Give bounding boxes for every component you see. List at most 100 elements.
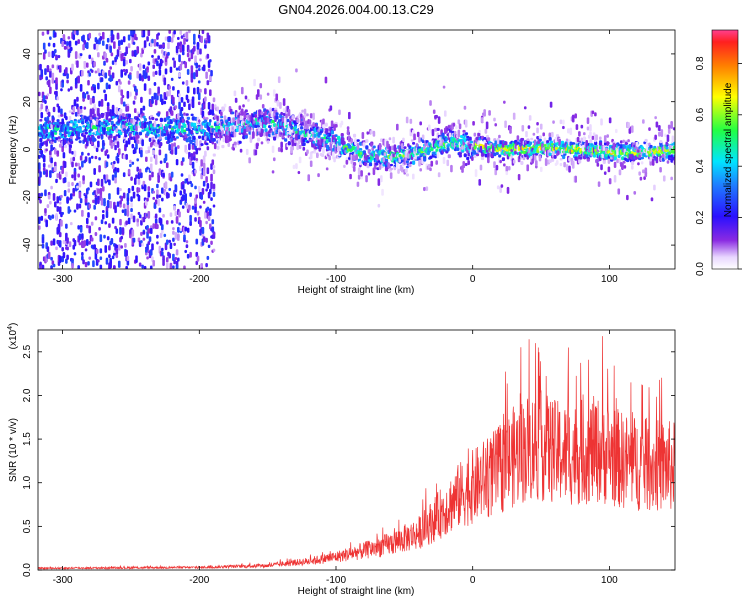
heatmap-cell xyxy=(109,260,112,269)
heatmap-cell xyxy=(623,145,627,149)
heatmap-cell xyxy=(98,227,101,231)
snr-y-tick-label: 1.5 xyxy=(22,432,33,446)
heatmap-cell xyxy=(115,248,119,256)
heatmap-cell xyxy=(491,146,495,154)
heatmap-cell xyxy=(319,130,323,134)
heatmap-cell xyxy=(186,227,190,233)
heatmap-cell xyxy=(158,149,162,156)
heatmap-cell xyxy=(505,165,509,173)
heatmap-cell xyxy=(90,69,94,73)
heatmap-cell xyxy=(63,189,67,197)
heatmap-cell xyxy=(170,77,174,81)
heatmap-cell xyxy=(87,152,90,156)
heatmap-cell xyxy=(195,157,199,162)
heatmap-cell xyxy=(73,239,77,247)
heatmap-cell xyxy=(210,197,213,201)
heatmap-cell xyxy=(162,255,165,261)
heatmap-cell xyxy=(114,140,118,144)
heatmap-cell xyxy=(163,233,167,238)
heatmap-cell xyxy=(101,145,105,150)
heatmap-cell xyxy=(158,168,162,176)
heatmap-cell xyxy=(55,55,58,60)
heatmap-cell xyxy=(83,240,87,247)
heatmap-cell xyxy=(190,183,194,188)
heatmap-cell xyxy=(164,36,168,41)
heatmap-cell xyxy=(38,91,41,97)
heatmap-cell xyxy=(196,86,200,95)
heatmap-cell xyxy=(397,168,400,174)
heatmap-cell xyxy=(200,143,204,146)
heatmap-cell xyxy=(181,194,185,201)
heatmap-cell xyxy=(111,255,115,260)
heatmap-cell xyxy=(357,167,361,176)
heatmap-cell xyxy=(88,72,92,77)
heatmap-cell xyxy=(89,108,93,115)
heatmap-cell xyxy=(193,33,196,42)
heatmap-cell xyxy=(152,149,156,155)
heatmap-cell xyxy=(318,144,322,152)
heatmap-cell xyxy=(165,239,169,245)
heatmap-cell xyxy=(84,131,88,135)
heatmap-cell xyxy=(307,174,311,182)
heatmap-cell xyxy=(185,244,189,249)
spectrogram-x-tick-label: 0 xyxy=(470,274,476,285)
heatmap-cell xyxy=(248,157,251,164)
heatmap-cell xyxy=(81,252,84,257)
heatmap-cell xyxy=(409,118,413,124)
heatmap-cell xyxy=(42,154,46,163)
heatmap-cell xyxy=(536,127,539,134)
heatmap-cell xyxy=(365,145,369,149)
heatmap-cell xyxy=(549,101,553,108)
heatmap-cell xyxy=(179,30,183,35)
heatmap-cell xyxy=(55,178,58,184)
heatmap-cell xyxy=(117,46,121,51)
heatmap-cell xyxy=(61,41,64,48)
heatmap-cell xyxy=(52,263,56,268)
heatmap-cell xyxy=(184,226,188,232)
heatmap-cell xyxy=(464,132,469,136)
heatmap-cell xyxy=(565,164,569,171)
heatmap-cell xyxy=(136,166,140,172)
heatmap-cell xyxy=(142,70,146,78)
heatmap-cell xyxy=(650,197,654,202)
heatmap-cell xyxy=(633,151,637,156)
heatmap-cell xyxy=(185,202,189,209)
heatmap-cell xyxy=(90,155,94,159)
heatmap-cell xyxy=(488,110,491,116)
heatmap-cell xyxy=(55,77,58,85)
heatmap-cell xyxy=(105,257,109,265)
heatmap-cell xyxy=(629,153,633,160)
heatmap-cell xyxy=(100,135,104,140)
heatmap-cell xyxy=(97,199,100,205)
heatmap-cell xyxy=(405,173,410,177)
heatmap-cell xyxy=(60,88,63,92)
heatmap-cell xyxy=(114,171,117,178)
heatmap-cell xyxy=(429,155,433,159)
heatmap-cell xyxy=(548,152,552,157)
heatmap-cell xyxy=(211,159,215,166)
heatmap-cell xyxy=(350,138,354,145)
heatmap-cell xyxy=(191,205,195,210)
heatmap-cell xyxy=(655,156,659,164)
heatmap-cell xyxy=(49,36,52,40)
heatmap-cell xyxy=(311,150,315,154)
heatmap-cell xyxy=(670,176,673,181)
heatmap-cell xyxy=(147,191,151,198)
heatmap-cell xyxy=(84,156,88,162)
heatmap-cell xyxy=(40,111,44,119)
heatmap-cell xyxy=(670,120,673,129)
heatmap-cell xyxy=(68,40,72,48)
heatmap-cell xyxy=(551,157,555,162)
heatmap-cell xyxy=(177,113,180,119)
heatmap-cell xyxy=(591,135,595,140)
heatmap-cell xyxy=(548,137,552,141)
heatmap-cell xyxy=(45,219,48,228)
heatmap-cell xyxy=(179,63,183,71)
heatmap-cell xyxy=(40,215,44,221)
heatmap-cell xyxy=(259,83,263,89)
heatmap-cell xyxy=(193,45,196,52)
heatmap-cell xyxy=(130,202,133,208)
heatmap-cell xyxy=(76,203,79,210)
heatmap-cell xyxy=(297,171,301,175)
heatmap-cell xyxy=(158,194,162,199)
